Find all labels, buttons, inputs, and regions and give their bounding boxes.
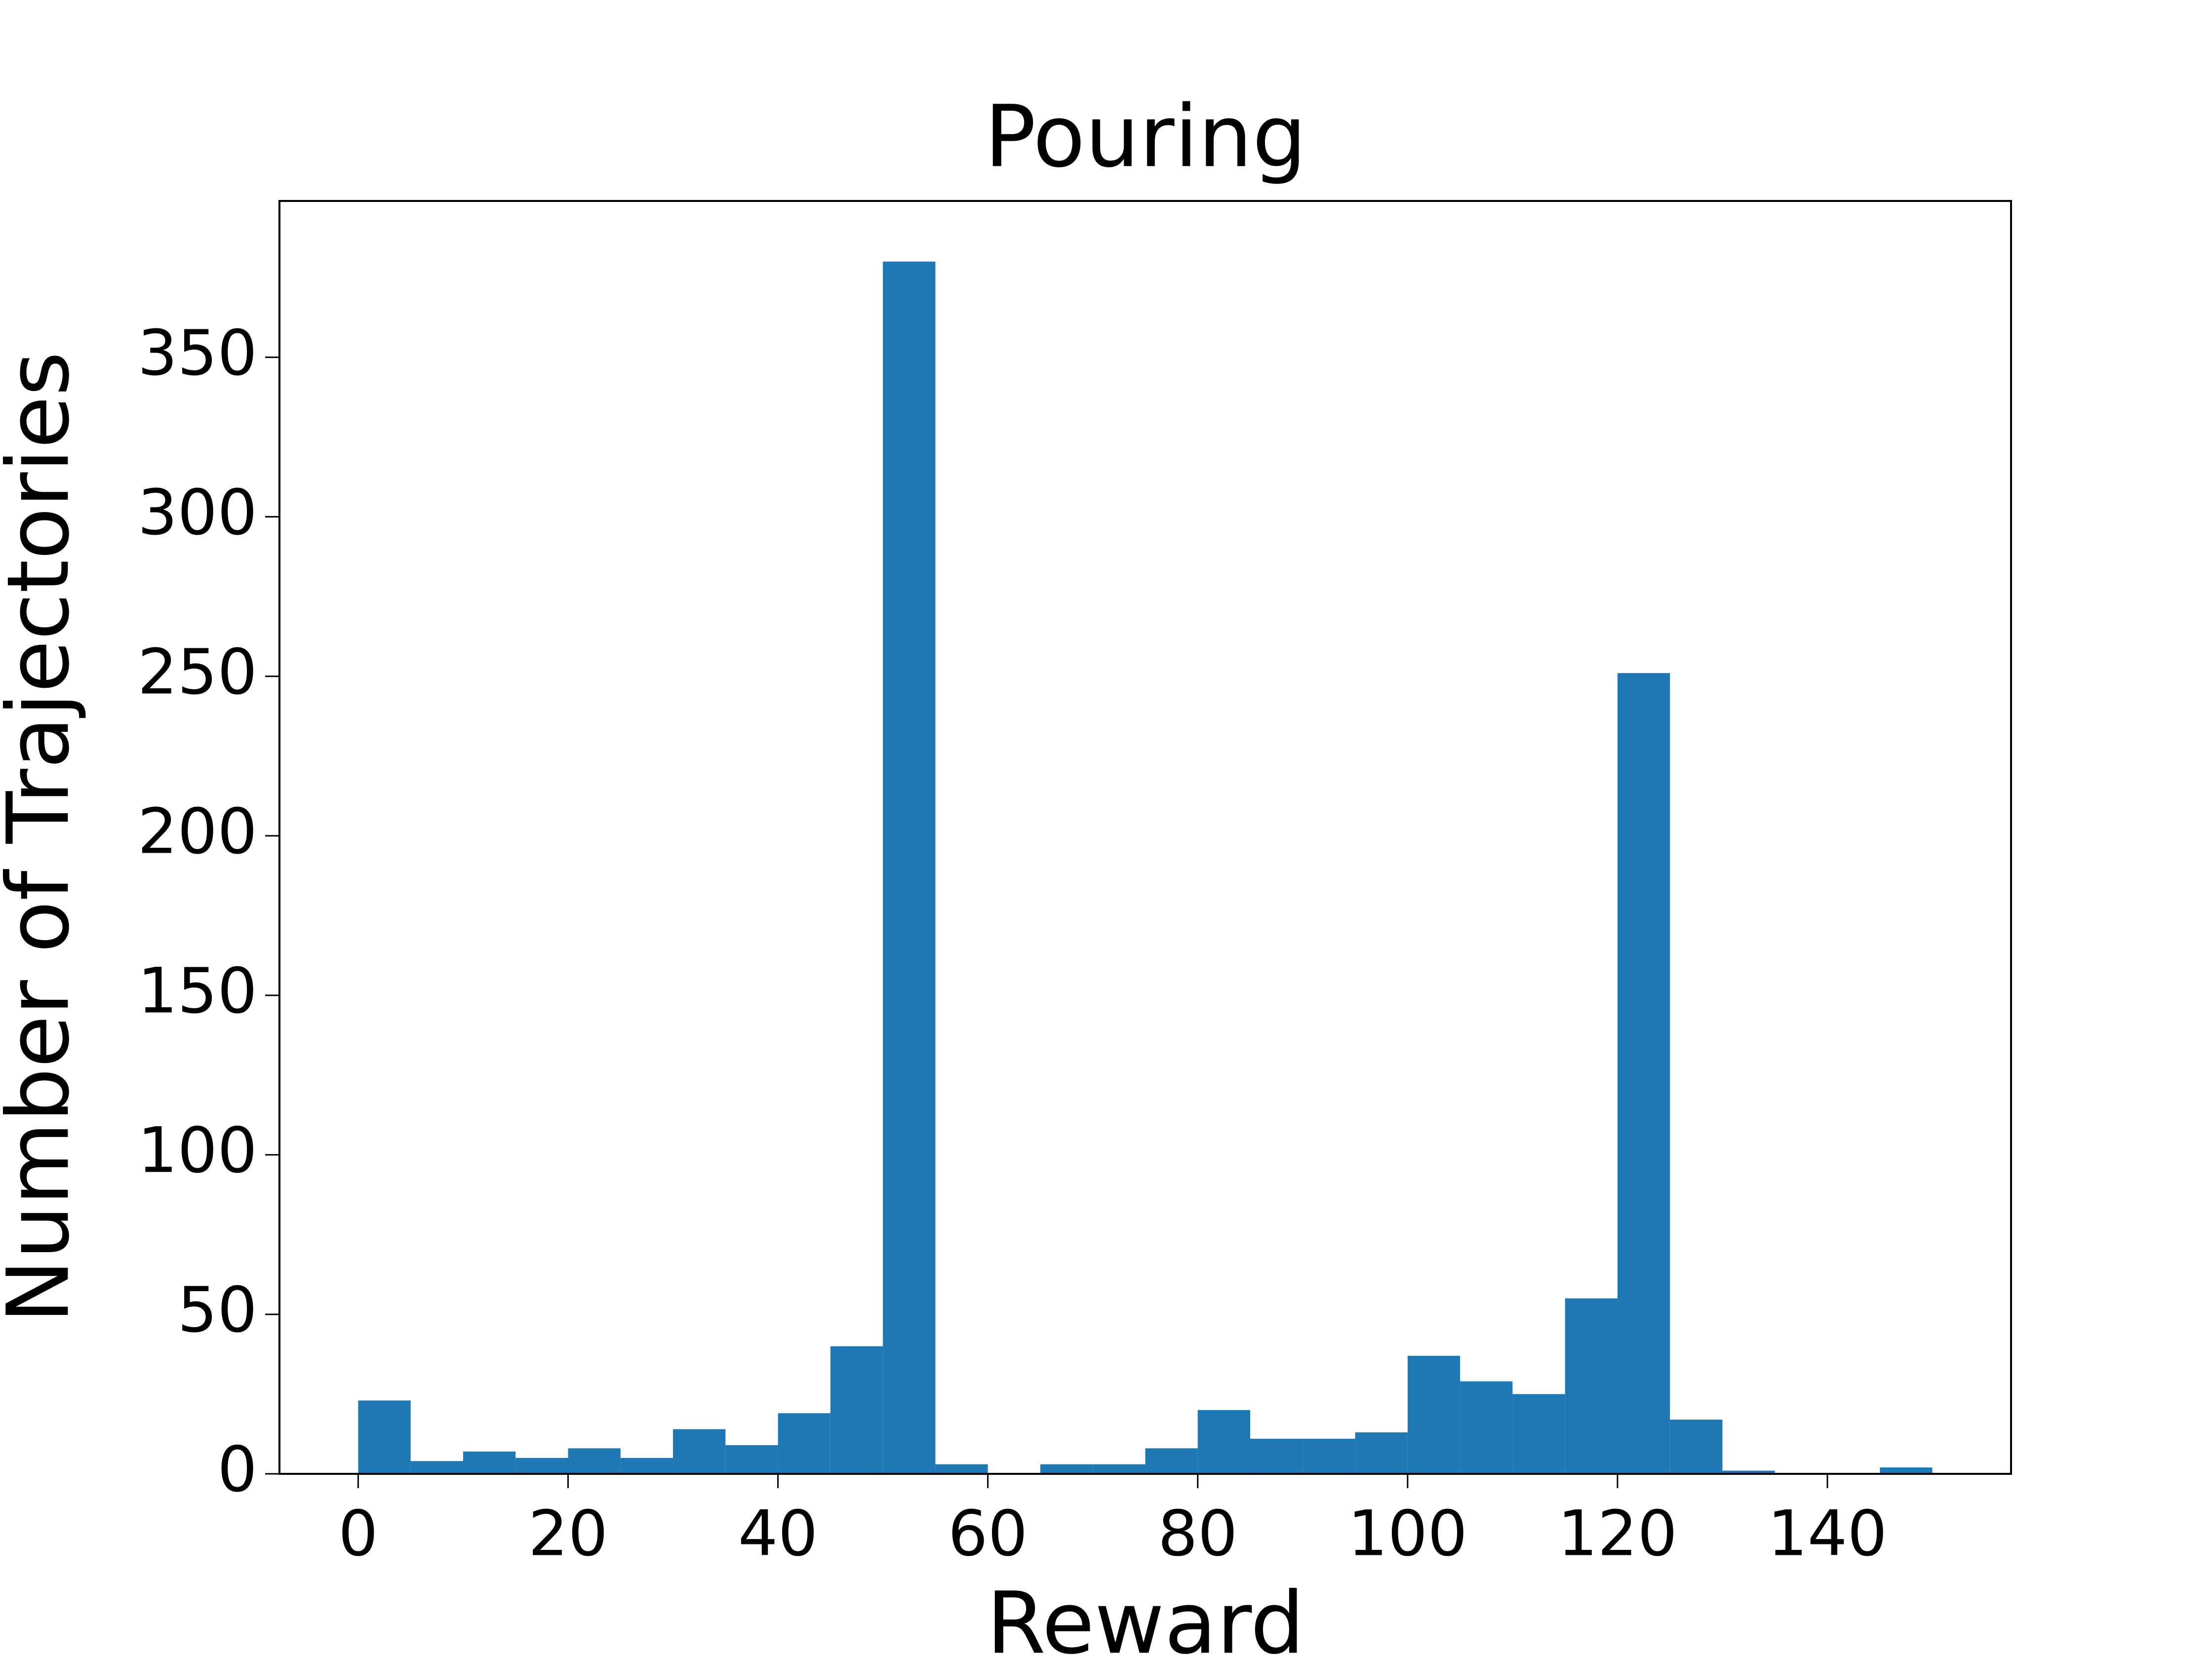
bar xyxy=(463,1451,516,1474)
bar xyxy=(1355,1432,1408,1474)
y-tick-label: 350 xyxy=(138,316,257,389)
x-axis-label: Reward xyxy=(987,1573,1304,1659)
bar xyxy=(1250,1438,1303,1474)
bar xyxy=(778,1413,830,1474)
bar xyxy=(1040,1464,1093,1474)
y-tick-label: 100 xyxy=(138,1114,257,1187)
x-tick-label: 40 xyxy=(738,1497,818,1570)
bar xyxy=(620,1458,673,1474)
y-tick-label: 150 xyxy=(138,954,257,1027)
bar xyxy=(515,1458,568,1474)
x-tick-label: 80 xyxy=(1158,1497,1238,1570)
bar xyxy=(1460,1381,1513,1474)
x-tick-label: 20 xyxy=(528,1497,608,1570)
bar xyxy=(1722,1470,1775,1474)
y-axis-label: Number of Trajectories xyxy=(0,352,88,1323)
bar xyxy=(883,261,936,1474)
y-tick-label: 50 xyxy=(177,1273,257,1346)
y-tick-label: 250 xyxy=(138,635,257,708)
bar xyxy=(568,1448,621,1474)
bar xyxy=(358,1400,411,1474)
bar xyxy=(1197,1410,1251,1474)
bar xyxy=(1565,1298,1618,1474)
bar xyxy=(1303,1438,1355,1474)
bar xyxy=(1880,1467,1933,1474)
bar xyxy=(1512,1394,1565,1474)
x-tick-label: 100 xyxy=(1348,1497,1467,1570)
x-tick-label: 0 xyxy=(338,1497,378,1570)
x-tick-label: 60 xyxy=(948,1497,1028,1570)
bar xyxy=(673,1429,726,1474)
bar xyxy=(1407,1355,1461,1474)
x-tick-label: 120 xyxy=(1558,1497,1677,1570)
bar xyxy=(830,1346,883,1474)
bar xyxy=(1617,673,1670,1474)
y-tick-label: 200 xyxy=(138,794,257,868)
x-tick-label: 140 xyxy=(1768,1497,1887,1570)
y-tick-label: 0 xyxy=(217,1433,257,1506)
y-tick-label: 300 xyxy=(138,475,257,549)
plot-frame xyxy=(278,200,2012,1475)
bar xyxy=(935,1464,988,1474)
bar xyxy=(410,1461,463,1474)
bar xyxy=(1670,1420,1723,1474)
chart-title: Pouring xyxy=(985,86,1306,186)
bar xyxy=(1093,1464,1146,1474)
bar xyxy=(725,1445,778,1474)
bar xyxy=(1145,1448,1198,1474)
